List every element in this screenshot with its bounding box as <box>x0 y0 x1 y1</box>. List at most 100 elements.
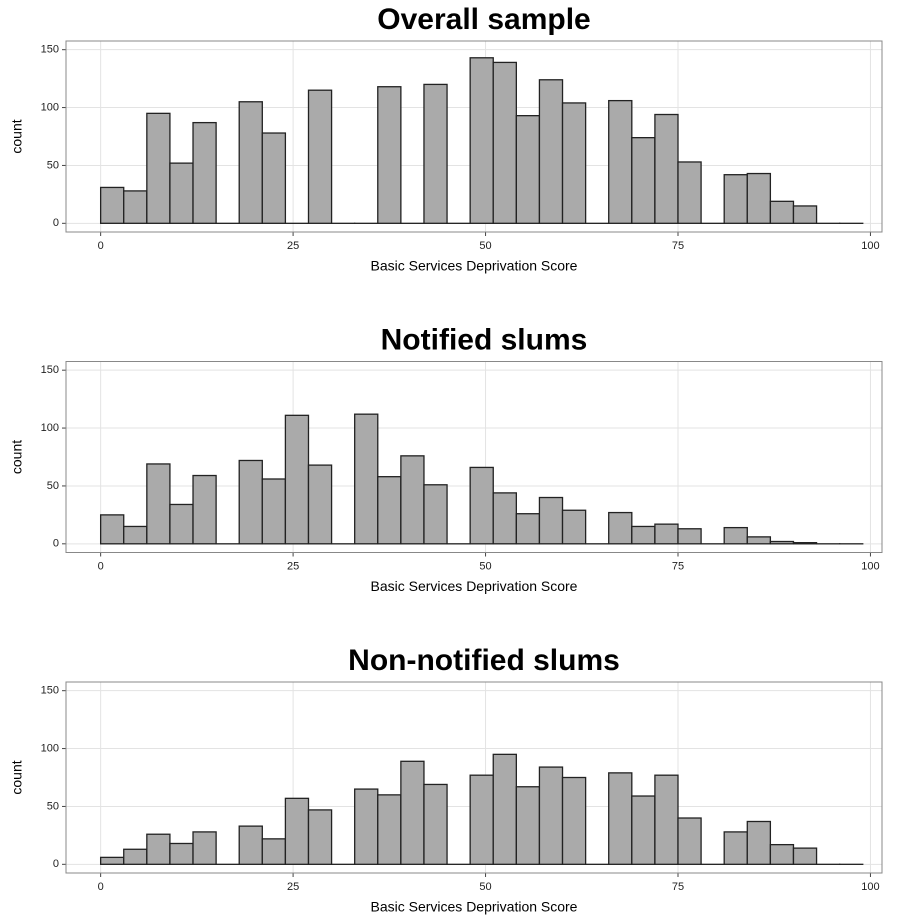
x-tick-label: 25 <box>287 881 299 893</box>
histogram-bar <box>377 476 402 545</box>
x-tick-label: 25 <box>287 240 299 252</box>
histogram-bar <box>354 413 379 545</box>
x-tick-label: 100 <box>861 881 879 893</box>
histogram-bar <box>169 842 194 865</box>
histogram-bar <box>723 831 748 865</box>
histogram-bar <box>99 514 125 545</box>
y-tick-label: 100 <box>41 422 59 434</box>
histogram-bar <box>146 833 171 865</box>
histogram-bar <box>261 838 287 865</box>
plot-border <box>65 361 883 553</box>
y-axis-title: count <box>9 760 25 794</box>
histogram-bar <box>515 513 541 545</box>
x-tick-label: 0 <box>98 240 104 252</box>
histogram-bar <box>654 774 679 865</box>
histogram-bar <box>400 455 425 545</box>
histogram-bar <box>169 503 194 545</box>
histogram-bar <box>261 478 287 545</box>
chart-title: Notified slums <box>381 323 588 356</box>
y-tick-label: 150 <box>41 44 59 56</box>
y-tick-label: 100 <box>41 101 59 113</box>
x-axis-title: Basic Services Deprivation Score <box>371 258 578 274</box>
histogram-bar <box>354 788 379 865</box>
histogram-bar <box>492 61 517 224</box>
x-tick-label: 0 <box>98 881 104 893</box>
histogram-bar <box>631 525 656 545</box>
histogram-bar <box>146 463 171 545</box>
histogram-bar <box>792 542 818 545</box>
histogram-bar <box>123 525 148 545</box>
x-tick-label: 25 <box>287 560 299 572</box>
histogram-bar <box>654 113 679 224</box>
x-tick-label: 100 <box>861 240 879 252</box>
chart-title: Overall sample <box>377 3 590 36</box>
x-tick-label: 50 <box>479 240 491 252</box>
histogram-bar <box>769 200 795 224</box>
x-axis-title: Basic Services Deprivation Score <box>371 899 578 915</box>
histogram-bar <box>377 794 402 865</box>
x-tick-label: 0 <box>98 560 104 572</box>
histogram-bar <box>538 496 564 545</box>
histogram-bar <box>423 783 448 865</box>
histogram-bar <box>538 766 564 865</box>
histogram-bar <box>238 825 263 865</box>
x-tick-label: 75 <box>672 240 684 252</box>
y-axis-title: count <box>9 440 25 474</box>
y-tick-label: 0 <box>53 538 59 550</box>
histogram-bar <box>723 526 748 545</box>
histogram-bar <box>677 528 702 545</box>
histogram-bar <box>538 79 564 224</box>
histogram-bar <box>284 797 310 865</box>
histogram-bar <box>608 511 633 545</box>
y-tick-label: 50 <box>47 159 59 171</box>
histogram-bar <box>377 86 402 224</box>
histogram-bar <box>238 101 263 224</box>
histogram-bar <box>123 848 148 865</box>
histogram-bar <box>261 132 287 224</box>
histogram-bar <box>469 57 494 224</box>
histogram-bar <box>492 492 517 545</box>
histogram-bar <box>769 843 795 865</box>
y-tick-label: 100 <box>41 742 59 754</box>
histogram-bar <box>792 205 818 224</box>
histogram-bar <box>561 509 587 545</box>
histogram-bar <box>677 817 702 865</box>
histogram-bar <box>608 772 633 865</box>
x-axis-title: Basic Services Deprivation Score <box>371 578 578 594</box>
y-tick-label: 150 <box>41 685 59 697</box>
histogram-bar <box>423 484 448 545</box>
histogram-bar <box>723 174 748 224</box>
histogram-bar <box>515 115 541 224</box>
histogram-bar <box>515 786 541 865</box>
histogram-bar <box>192 121 217 224</box>
y-tick-label: 50 <box>47 800 59 812</box>
histogram-bar <box>792 847 818 865</box>
histogram-bar <box>284 414 310 545</box>
y-tick-label: 150 <box>41 364 59 376</box>
histogram-bar <box>631 795 656 865</box>
x-tick-label: 75 <box>672 560 684 572</box>
x-tick-label: 50 <box>479 881 491 893</box>
x-tick-label: 75 <box>672 881 684 893</box>
y-tick-label: 50 <box>47 480 59 492</box>
x-tick-label: 50 <box>479 560 491 572</box>
chart-title: Non-notified slums <box>348 644 620 677</box>
histogram-bar <box>492 753 517 865</box>
histogram-bar <box>746 172 772 224</box>
histogram-bar <box>169 162 194 224</box>
y-axis-title: count <box>9 119 25 153</box>
plot-border <box>65 40 883 233</box>
histogram-bar <box>400 760 425 865</box>
histogram-bar <box>192 474 217 545</box>
y-tick-label: 0 <box>53 858 59 870</box>
histogram-bar <box>423 83 448 224</box>
histogram-bar <box>99 186 125 224</box>
histogram-bar <box>99 856 125 865</box>
histogram-bar <box>769 540 795 545</box>
y-tick-label: 0 <box>53 217 59 229</box>
histogram-bar <box>307 464 333 545</box>
histogram-bar <box>469 466 494 545</box>
histogram-bar <box>192 831 217 865</box>
plot-border <box>65 681 883 874</box>
